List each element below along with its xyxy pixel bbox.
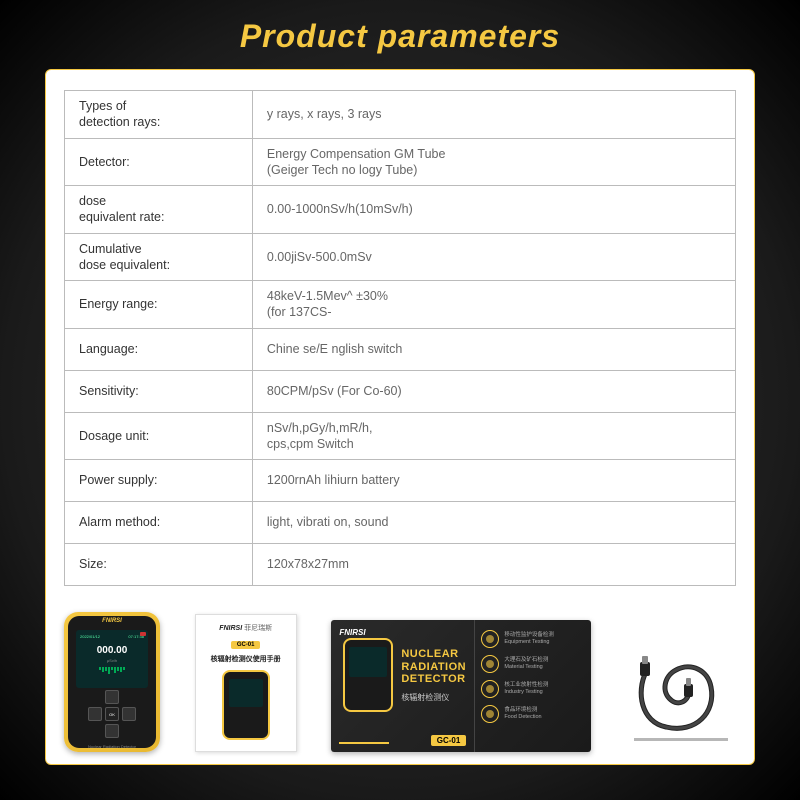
spec-value: 1200rnAh lihiurn battery [252, 460, 735, 502]
dpad-up-icon [105, 690, 119, 704]
feature-text: 移动性监护设备检测Equipment Testing [504, 632, 554, 645]
product-row: FNIRSI 2022/01/1207:17:38 000.00 μSv/h O… [64, 604, 736, 752]
package-box: FNIRSI NUCLEARRADIATIONDETECTOR 核辐射检测仪 G… [331, 620, 591, 752]
spec-label: Alarm method: [65, 502, 253, 544]
manual-mockup: FNIRSI 菲尼瑞斯 GC-01 核辐射检测仪使用手册 [195, 614, 297, 752]
box-model-badge: GC-01 [431, 735, 467, 746]
spec-value: 0.00jiSv-500.0mSv [252, 233, 735, 281]
spec-value: 120x78x27mm [252, 544, 735, 586]
feature-icon [481, 655, 499, 673]
manual-title: 核辐射检测仪使用手册 [202, 654, 290, 664]
device-dpad: OK [88, 690, 136, 738]
dpad-right-icon [122, 707, 136, 721]
table-row: Alarm method:light, vibrati on, sound [65, 502, 736, 544]
feature-text: 核工业放射性检测Industry Testing [504, 682, 548, 695]
box-accent-bar [339, 742, 389, 744]
box-title-cn: 核辐射检测仪 [401, 692, 449, 703]
table-row: Power supply:1200rnAh lihiurn battery [65, 460, 736, 502]
table-row: Energy range:48keV-1.5Mev^ ±30%(for 137C… [65, 281, 736, 329]
feature-item: 食品环境检测Food Detection [481, 705, 585, 723]
spec-value: 0.00-1000nSv/h(10mSv/h) [252, 186, 735, 234]
table-row: doseequivalent rate:0.00-1000nSv/h(10mSv… [65, 186, 736, 234]
table-row: Types ofdetection rays:y rays, x rays, 3… [65, 91, 736, 139]
table-row: Language:Chine se/E nglish switch [65, 328, 736, 370]
box-brand: FNIRSI [339, 628, 466, 637]
spec-label: Dosage unit: [65, 412, 253, 460]
screen-reading: 000.00 [80, 645, 144, 656]
manual-device-image [222, 670, 270, 740]
dpad-left-icon [88, 707, 102, 721]
feature-icon [481, 630, 499, 648]
spec-value: Chine se/E nglish switch [252, 328, 735, 370]
feature-icon [481, 680, 499, 698]
spec-value: Energy Compensation GM Tube(Geiger Tech … [252, 138, 735, 186]
feature-icon [481, 705, 499, 723]
spec-value: y rays, x rays, 3 rays [252, 91, 735, 139]
device-sublabel: Nuclear Radiation Detector [64, 744, 160, 749]
feature-text: 食品环境检测Food Detection [504, 707, 541, 720]
table-row: Cumulativedose equivalent:0.00jiSv-500.0… [65, 233, 736, 281]
page-title: Product parameters [0, 0, 800, 69]
device-screen: 2022/01/1207:17:38 000.00 μSv/h [76, 630, 148, 688]
spec-label: Types ofdetection rays: [65, 91, 253, 139]
spec-value: light, vibrati on, sound [252, 502, 735, 544]
dpad-ok-button: OK [105, 707, 119, 721]
table-row: Size:120x78x27mm [65, 544, 736, 586]
box-title-en: NUCLEARRADIATIONDETECTOR [401, 648, 466, 686]
spec-label: Size: [65, 544, 253, 586]
dpad-down-icon [105, 724, 119, 738]
feature-item: 核工业放射性检测Industry Testing [481, 680, 585, 698]
device-brand-label: FNIRSI [64, 618, 160, 624]
rec-icon [140, 632, 146, 636]
spec-label: Sensitivity: [65, 370, 253, 412]
spec-label: Cumulativedose equivalent: [65, 233, 253, 281]
manual-brand: FNIRSI 菲尼瑞斯 [202, 623, 290, 633]
table-row: Dosage unit:nSv/h,pGy/h,mR/h,cps,cpm Swi… [65, 412, 736, 460]
spec-value: nSv/h,pGy/h,mR/h,cps,cpm Switch [252, 412, 735, 460]
spec-label: Language: [65, 328, 253, 370]
spec-label: Energy range: [65, 281, 253, 329]
table-row: Detector:Energy Compensation GM Tube(Gei… [65, 138, 736, 186]
box-features: 移动性监护设备检测Equipment Testing 大理石及矿石检测Materi… [474, 620, 591, 752]
feature-item: 大理石及矿石检测Material Testing [481, 655, 585, 673]
device-mockup: FNIRSI 2022/01/1207:17:38 000.00 μSv/h O… [64, 612, 160, 752]
usb-cable [626, 642, 736, 752]
spec-table: Types ofdetection rays:y rays, x rays, 3… [64, 90, 736, 586]
spec-value: 48keV-1.5Mev^ ±30%(for 137CS- [252, 281, 735, 329]
feature-text: 大理石及矿石检测Material Testing [504, 657, 548, 670]
box-device-image [343, 638, 393, 712]
spec-value: 80CPM/pSv (For Co-60) [252, 370, 735, 412]
spec-label: Detector: [65, 138, 253, 186]
spec-label: Power supply: [65, 460, 253, 502]
manual-model-badge: GC-01 [231, 641, 261, 649]
spec-panel: Types ofdetection rays:y rays, x rays, 3… [45, 69, 755, 765]
feature-item: 移动性监护设备检测Equipment Testing [481, 630, 585, 648]
spec-label: doseequivalent rate: [65, 186, 253, 234]
screen-unit: μSv/h [80, 658, 144, 663]
table-row: Sensitivity:80CPM/pSv (For Co-60) [65, 370, 736, 412]
